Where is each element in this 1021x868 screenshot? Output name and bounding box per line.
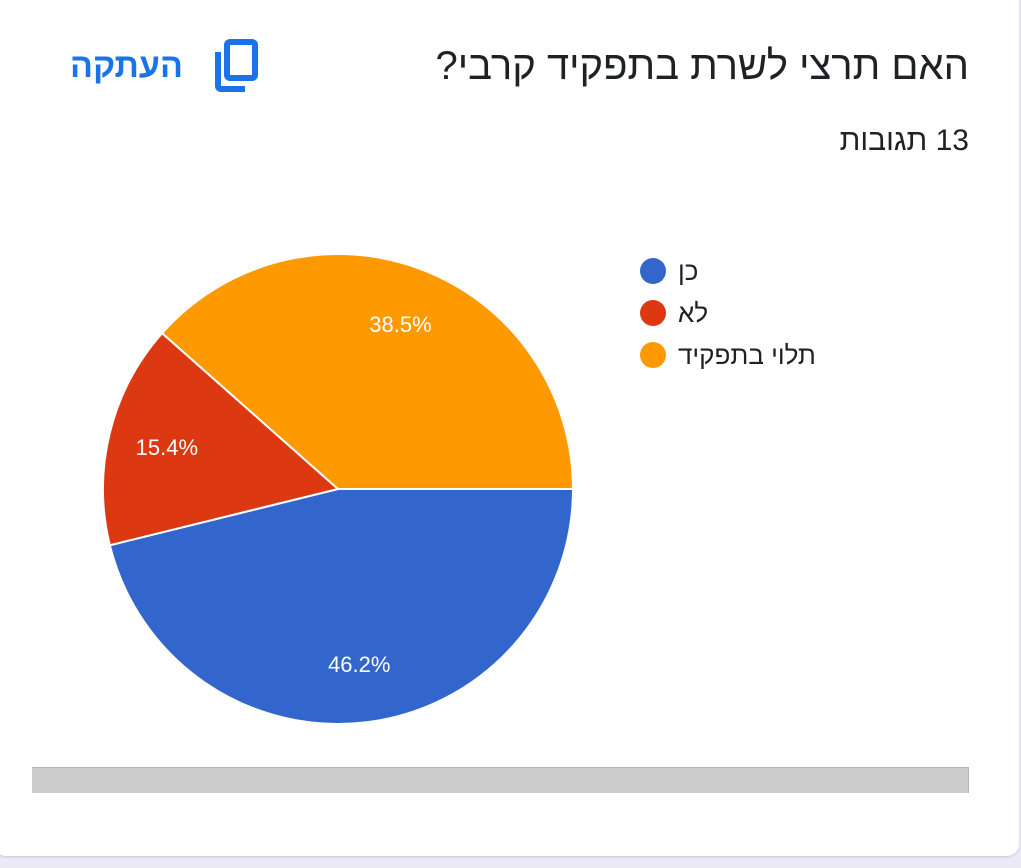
legend-dot-icon <box>640 258 666 284</box>
legend-item-no[interactable]: לא <box>640 292 816 334</box>
chart-legend: כן לא תלוי בתפקיד <box>640 250 816 376</box>
slice-depends[interactable] <box>160 253 575 490</box>
legend-label: לא <box>678 297 709 328</box>
response-count: 13 תגובות <box>839 124 969 157</box>
horizontal-scrollbar[interactable] <box>32 767 969 793</box>
slice-percent-label: 46.2% <box>328 652 390 677</box>
legend-item-yes[interactable]: כן <box>640 250 816 292</box>
copy-icon <box>214 39 258 92</box>
copy-button[interactable]: העתקה <box>70 38 261 94</box>
slice-no[interactable] <box>102 331 341 547</box>
slice-percent-label: 15.4% <box>136 435 198 460</box>
legend-label: תלוי בתפקיד <box>678 339 816 370</box>
legend-label: כן <box>678 255 699 286</box>
question-title: האם תרצי לשרת בתפקיד קרבי? <box>435 44 970 88</box>
slice-percent-label: 38.5% <box>369 312 431 337</box>
legend-dot-icon <box>640 300 666 326</box>
legend-item-depends[interactable]: תלוי בתפקיד <box>640 334 816 376</box>
copy-button-label: העתקה <box>70 46 183 85</box>
slice-yes[interactable] <box>108 488 575 725</box>
legend-dot-icon <box>640 342 666 368</box>
